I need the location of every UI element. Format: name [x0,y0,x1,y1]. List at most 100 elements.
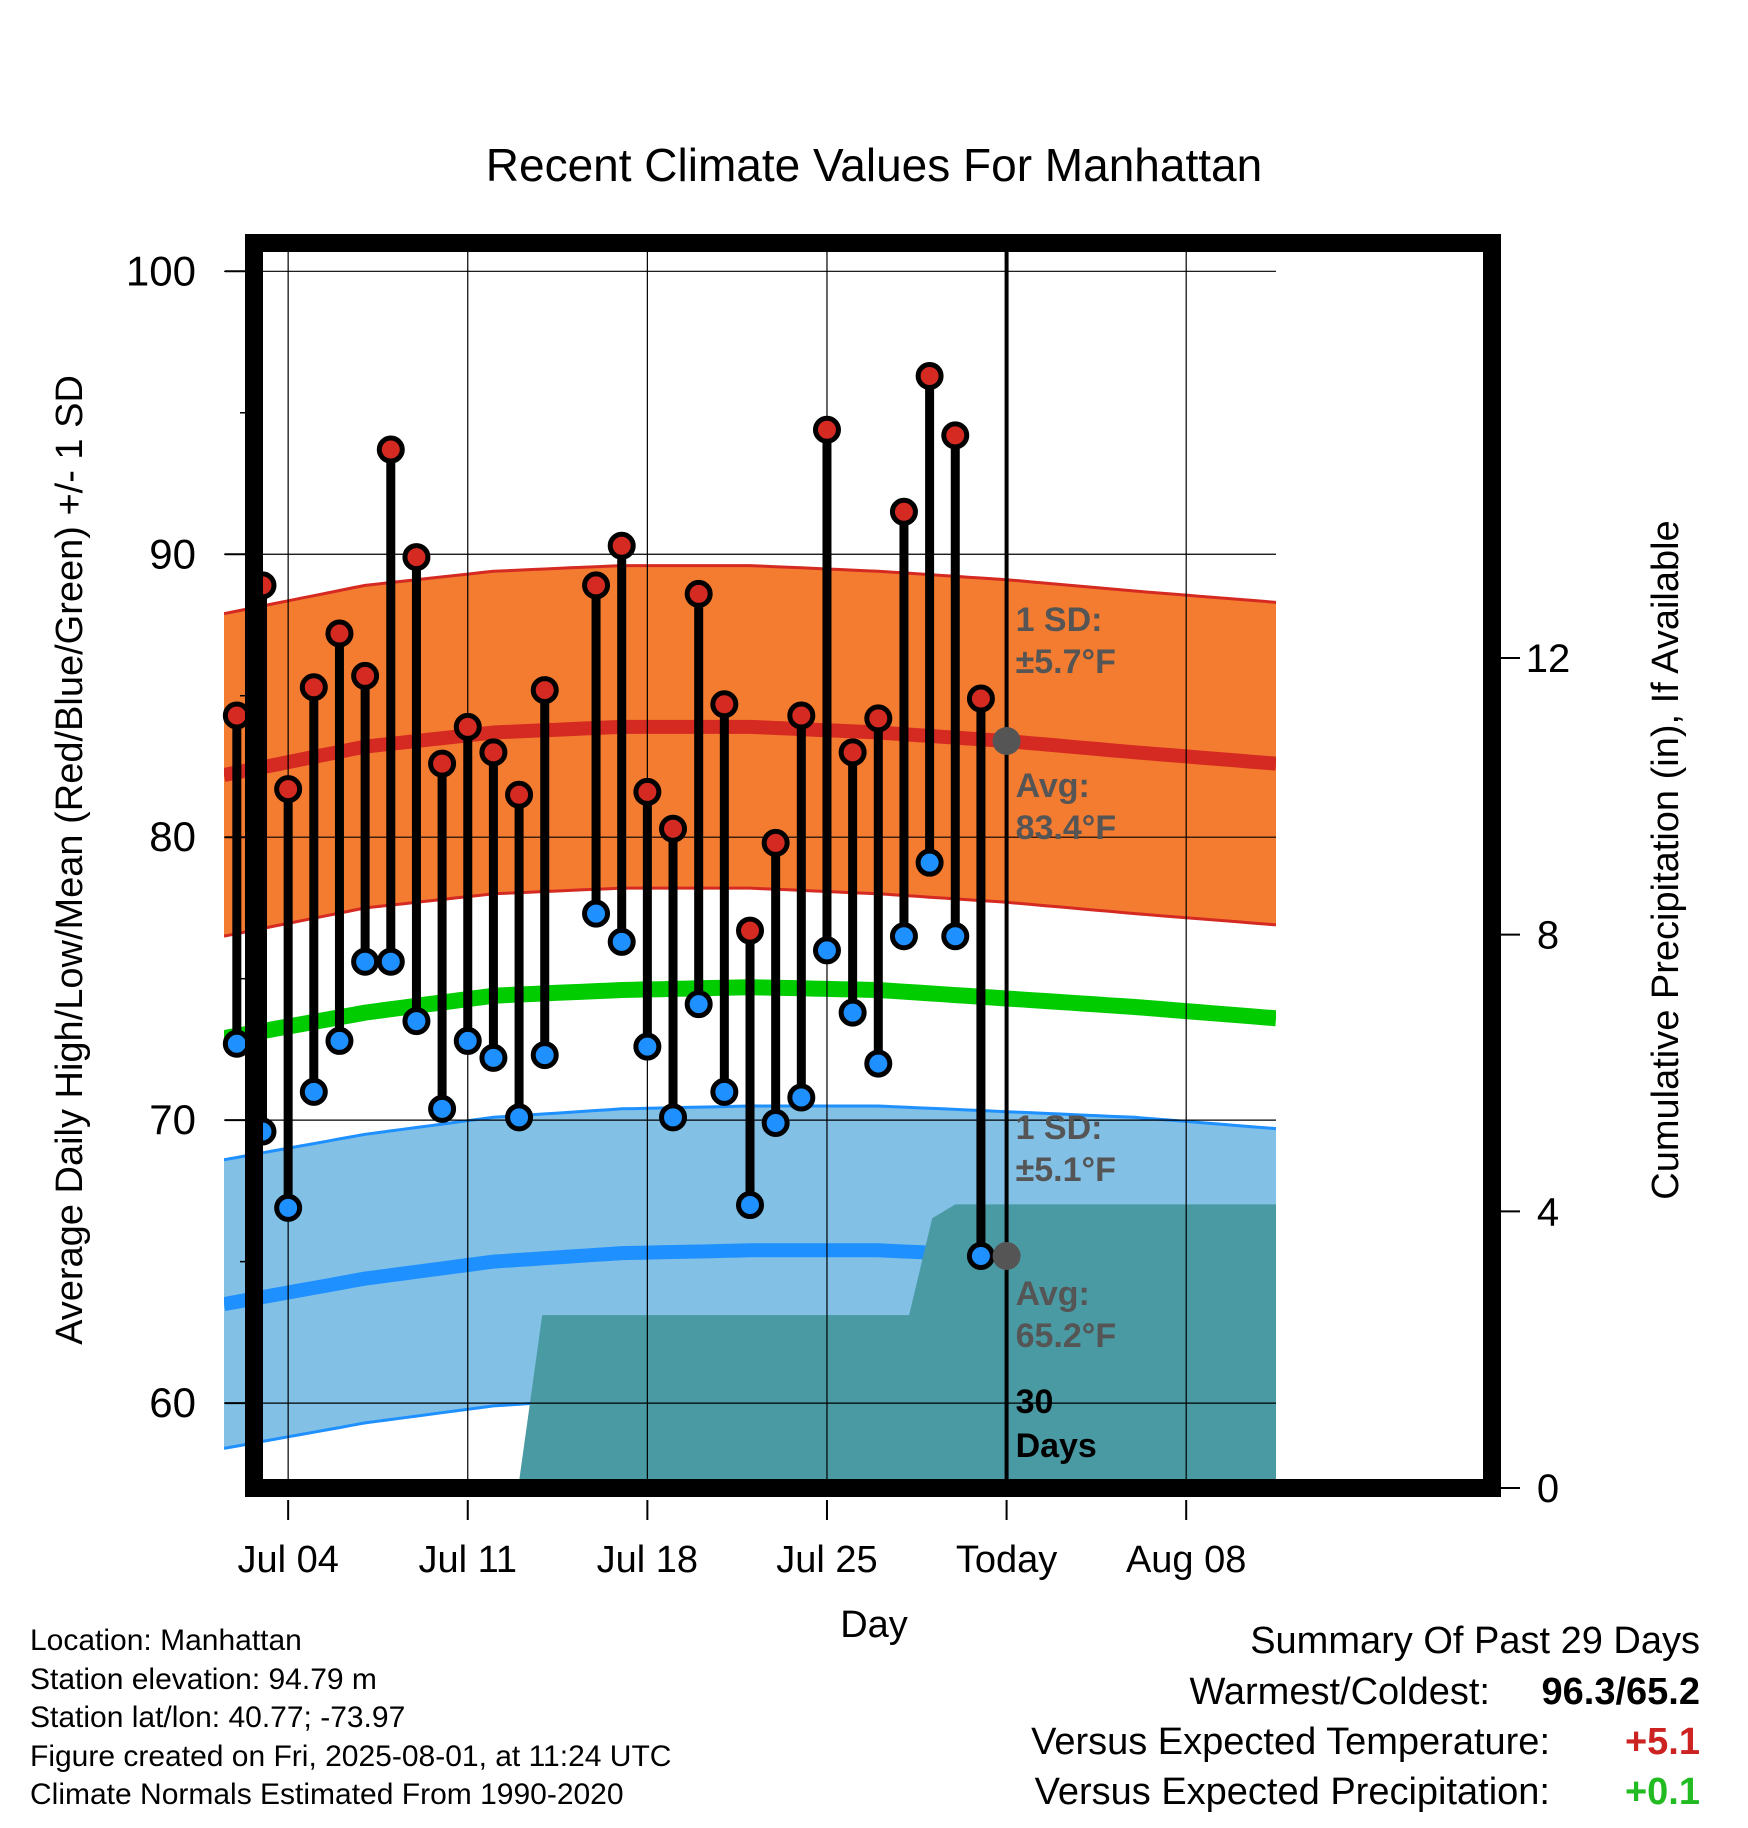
high-band [224,565,1276,937]
temp-deviation-row: Versus Expected Temperature: +5.1 [800,1717,1700,1767]
low-point [915,848,944,877]
low-point [659,1103,688,1132]
right-y-tick-label: 4 [1537,1190,1559,1234]
plot-frame [245,234,1501,1497]
high-point [761,828,790,857]
high-sd-value: ±5.7°F [1016,643,1116,681]
low-point [428,1094,457,1123]
today-low-marker [992,1241,1021,1270]
low-point [838,998,867,1027]
high-point [222,701,251,730]
x-tick-label: Aug 08 [1126,1539,1246,1581]
y-tick-label: 90 [149,530,196,577]
low-point [684,990,713,1019]
high-point [633,777,662,806]
low-point [761,1108,790,1137]
y-tick-label: 60 [149,1379,196,1426]
right-y-tick-label: 0 [1537,1467,1559,1511]
high-point [864,704,893,733]
high-point [607,531,636,560]
high-point [402,543,431,572]
low-point [299,1077,328,1106]
elevation-text: Station elevation: 94.79 m [30,1662,377,1696]
low-point [633,1032,662,1061]
precip-area [224,1204,1276,1488]
avg-high-line [224,719,1276,782]
high-avg-value: 83.4°F [1016,809,1117,847]
low-point [376,947,405,976]
low-point [710,1077,739,1106]
low-sd-value: ±5.1°F [1016,1151,1116,1189]
latlon-text: Station lat/lon: 40.77; -73.97 [30,1701,406,1734]
high-point [274,775,303,804]
right-y-tick-label: 8 [1537,914,1559,958]
low-point [505,1103,534,1132]
x-axis-label: Day [840,1604,908,1646]
high-point [582,571,611,600]
warmest-coldest-value: 96.3/65.2 [1541,1671,1700,1713]
high-point [659,814,688,843]
low-point [787,1083,816,1112]
x-tick-label: Today [956,1539,1057,1581]
low-sd-label: 1 SD: [1016,1109,1103,1147]
low-point [222,1029,251,1058]
x-tick-label: Jul 25 [776,1539,877,1581]
warmest-coldest-row: Warmest/Coldest: 96.3/65.2 [800,1667,1700,1717]
x-tick-label: Jul 11 [418,1539,517,1581]
temp-deviation-label: Versus Expected Temperature: [1031,1721,1550,1763]
high-point [787,701,816,730]
created-text: Figure created on Fri, 2025-08-01, at 11… [30,1739,672,1773]
precip-deviation-label: Versus Expected Precipitation: [1034,1771,1550,1813]
plot-inner [224,243,1276,1488]
y-tick-label: 100 [126,247,196,294]
high-point [505,780,534,809]
summary-panel: Summary Of Past 29 Days Warmest/Coldest:… [800,1615,1700,1817]
low-point [864,1049,893,1078]
normals-note: Climate Normals Estimated From 1990-2020 [30,1778,624,1811]
window-days-label: Days [1016,1427,1097,1465]
low-point [325,1026,354,1055]
high-point [941,421,970,450]
low-point [479,1043,508,1072]
low-avg-value: 65.2°F [1016,1317,1117,1355]
high-point [453,712,482,741]
summary-title: Summary Of Past 29 Days [1250,1620,1700,1662]
y-axis-label-left: Average Daily High/Low/Mean (Red/Blue/Gr… [49,375,91,1345]
low-point [941,922,970,951]
low-point [274,1193,303,1222]
high-point [966,684,995,713]
low-point [736,1191,764,1220]
temp-deviation-value: +5.1 [1624,1721,1700,1763]
precip-deviation-value: +0.1 [1624,1771,1700,1813]
high-point [889,497,918,526]
high-point [376,435,405,464]
y-tick-label: 80 [149,813,196,860]
low-point [453,1026,482,1055]
high-sd-label: 1 SD: [1016,601,1103,639]
low-point [812,936,841,965]
high-point [299,673,328,702]
x-tick-label: Jul 04 [237,1539,338,1581]
window-days-number: 30 [1016,1383,1054,1421]
high-point [812,415,841,444]
low-point [582,899,611,928]
high-band-lower [224,886,1276,938]
high-point [838,738,867,767]
plot-area: 1 SD: ±5.7°F Avg: 83.4°F 1 SD: ±5.1°F Avg: 65.2… [222,243,1276,1488]
high-point [915,361,944,390]
low-avg-label: Avg: [1016,1275,1090,1313]
station-info: Location: Manhattan Station elevation: 9… [30,1622,671,1815]
warmest-coldest-label: Warmest/Coldest: [1189,1671,1490,1713]
high-point [351,661,380,690]
low-point [607,927,636,956]
location-text: Location: Manhattan [30,1624,302,1657]
right-y-tick-label: 12 [1526,637,1571,681]
high-point [736,916,764,945]
low-point [530,1041,559,1070]
high-point [530,676,559,705]
y-axis-label-right: Cumulative Precipitation (in), If Availa… [1645,520,1687,1199]
high-point [684,579,713,608]
high-point [710,690,739,719]
